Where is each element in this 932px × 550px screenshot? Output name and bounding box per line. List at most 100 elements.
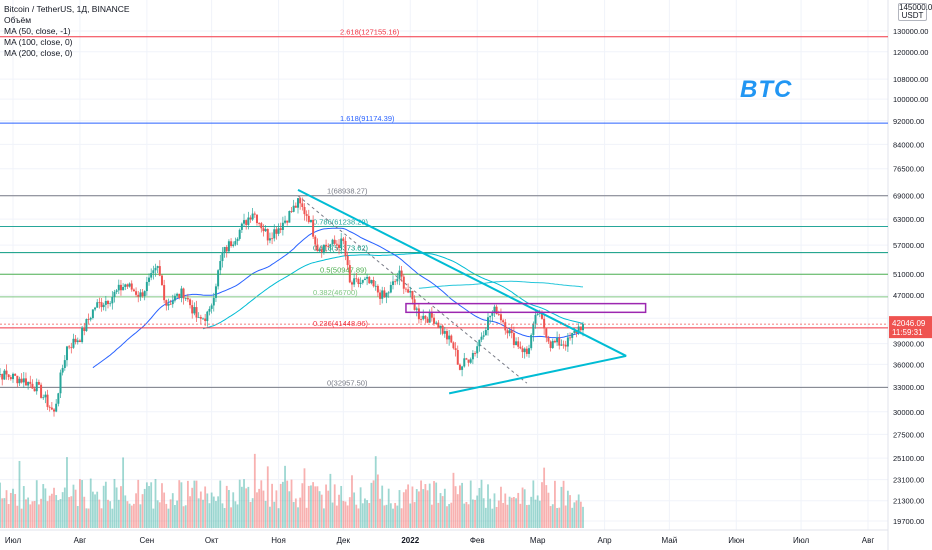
indicator-ma100[interactable]: MA (100, close, 0) bbox=[4, 37, 73, 47]
currency-selector[interactable]: 145000.00 USDT bbox=[898, 3, 932, 21]
volume-bar bbox=[368, 503, 371, 528]
volume-bar bbox=[476, 495, 479, 528]
fib-anchor-line bbox=[297, 195, 528, 384]
volume-bar bbox=[469, 480, 472, 528]
volume-bar bbox=[27, 497, 30, 528]
volume-bar bbox=[407, 484, 410, 528]
volume-bar bbox=[249, 501, 252, 528]
volume-bar bbox=[301, 483, 304, 528]
candle-body bbox=[104, 300, 107, 305]
candle-body bbox=[426, 318, 429, 323]
candle-body bbox=[493, 306, 496, 313]
volume-bar bbox=[182, 506, 185, 528]
candle-body bbox=[46, 394, 49, 407]
volume-bar bbox=[515, 498, 517, 528]
candle-body bbox=[111, 297, 114, 304]
volume-bar bbox=[178, 480, 181, 528]
volume-bar bbox=[351, 475, 353, 528]
candle-body bbox=[508, 330, 511, 334]
volume-bar bbox=[424, 484, 427, 528]
volume-bar bbox=[150, 482, 153, 528]
volume-bar bbox=[221, 503, 224, 528]
candle-body bbox=[292, 205, 295, 212]
volume-bar bbox=[493, 493, 496, 528]
candle-body bbox=[445, 331, 448, 340]
candle-body bbox=[348, 265, 351, 283]
volume-bar bbox=[463, 503, 466, 528]
candle-body bbox=[214, 286, 217, 298]
volume-bar bbox=[525, 505, 528, 528]
candle-body bbox=[325, 244, 328, 247]
volume-bar bbox=[219, 480, 222, 528]
volume-bar bbox=[359, 487, 362, 528]
candle-body bbox=[186, 298, 189, 300]
volume-bar bbox=[385, 504, 388, 528]
candle-body bbox=[396, 278, 399, 282]
candle-body bbox=[575, 330, 578, 334]
volume-bar bbox=[68, 497, 71, 528]
candle-body bbox=[202, 318, 204, 320]
candle-body bbox=[281, 222, 284, 230]
volume-bar bbox=[480, 479, 483, 528]
candle-body bbox=[204, 318, 207, 322]
price-axis-tick: 27500.00 bbox=[893, 430, 924, 439]
volume-bar bbox=[504, 493, 507, 528]
price-axis-tick: 23100.00 bbox=[893, 476, 924, 485]
volume-bar bbox=[70, 496, 73, 528]
candle-body bbox=[571, 332, 574, 338]
candle-body bbox=[497, 314, 500, 315]
candle-body bbox=[525, 348, 528, 354]
candle-body bbox=[5, 370, 8, 375]
volume-bar bbox=[532, 480, 535, 528]
candle-body bbox=[547, 337, 550, 342]
candle-body bbox=[297, 198, 299, 208]
indicator-ma50[interactable]: MA (50, close, -1) bbox=[4, 26, 71, 36]
candle-body bbox=[96, 302, 99, 308]
volume-bar bbox=[271, 483, 273, 528]
candle-body bbox=[363, 278, 366, 281]
time-axis-tick: Июл bbox=[5, 536, 22, 545]
indicator-volume[interactable]: Объём bbox=[4, 15, 32, 25]
volume-bar bbox=[63, 487, 66, 528]
volume-bar bbox=[273, 501, 276, 528]
candle-body bbox=[178, 293, 181, 298]
volume-bar bbox=[545, 485, 548, 528]
candle-body bbox=[230, 241, 233, 246]
fib-level-label: 0.382(46700) bbox=[313, 288, 358, 297]
candle-body bbox=[560, 344, 563, 346]
price-axis-tick: 19700.00 bbox=[893, 517, 924, 526]
candle-body bbox=[16, 375, 19, 384]
symbol-title[interactable]: Bitcoin / TetherUS, 1Д, BINANCE bbox=[4, 4, 130, 14]
volume-bar bbox=[402, 492, 405, 528]
volume-bar bbox=[465, 501, 468, 528]
volume-bar bbox=[167, 508, 170, 528]
candle-body bbox=[543, 318, 546, 329]
candle-body bbox=[515, 341, 518, 345]
volume-bar bbox=[456, 494, 459, 528]
candle-body bbox=[24, 378, 27, 386]
indicator-ma200[interactable]: MA (200, close, 0) bbox=[4, 48, 73, 58]
volume-bar bbox=[430, 504, 433, 528]
candle-body bbox=[199, 317, 202, 319]
volume-bar bbox=[217, 496, 220, 528]
candle-body bbox=[424, 315, 427, 319]
price-axis-tick: 84000.00 bbox=[893, 140, 924, 149]
volume-bar bbox=[344, 501, 347, 528]
volume-bar bbox=[126, 501, 129, 528]
candle-body bbox=[42, 397, 45, 399]
volume-bar bbox=[290, 479, 293, 528]
candle-body bbox=[346, 255, 349, 266]
candle-body bbox=[12, 373, 14, 380]
candle-body bbox=[558, 337, 561, 346]
volume-bar bbox=[340, 485, 343, 528]
volume-bar bbox=[448, 504, 451, 528]
candle-body bbox=[240, 223, 243, 230]
candle-body bbox=[119, 284, 122, 291]
candle-body bbox=[238, 229, 241, 239]
candle-body bbox=[126, 284, 129, 287]
candle-body bbox=[20, 378, 23, 383]
candle-body bbox=[148, 277, 151, 282]
volume-bar bbox=[500, 486, 502, 528]
candle-body bbox=[191, 305, 194, 314]
